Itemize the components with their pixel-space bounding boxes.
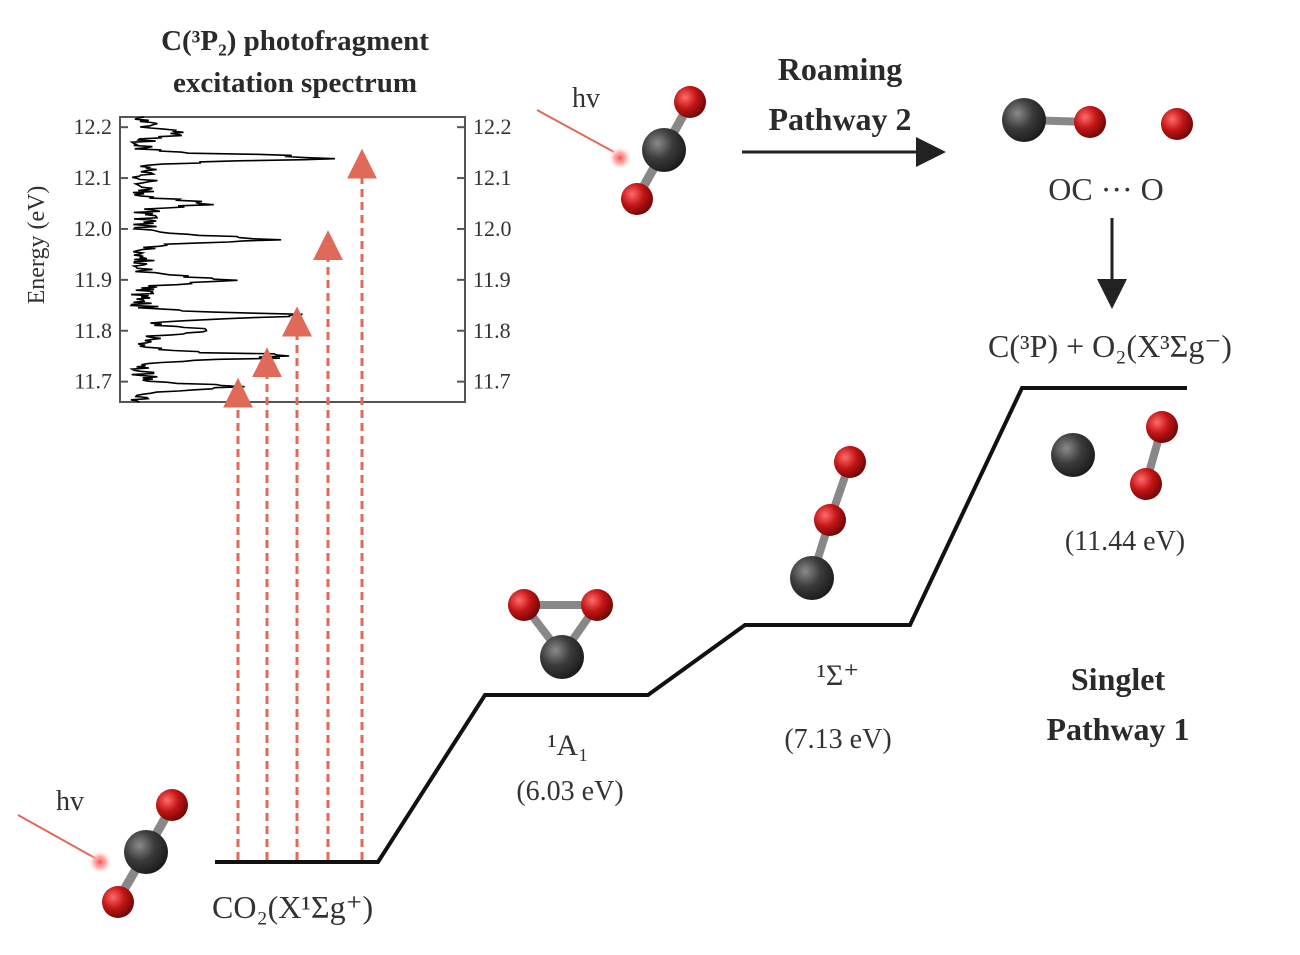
- energy-profile-line: [215, 386, 1187, 864]
- photon-beam-top: [536, 109, 615, 153]
- spectrum-right-ticks: 12.2 12.1 12.0 11.9 11.8 11.7: [457, 114, 512, 394]
- products-energy: (11.44 eV): [1065, 526, 1185, 557]
- hv-label-top: hv: [572, 83, 600, 114]
- products-molecules: [1051, 411, 1178, 500]
- products-label: C(³P) + O₂(X³Σg⁻): [988, 328, 1232, 364]
- roaming-label-line2: Pathway 2: [768, 101, 911, 137]
- singlet-label-line2: Pathway 1: [1046, 711, 1189, 747]
- tick-label-left: 11.9: [74, 267, 112, 292]
- spectrum-title-line2: excitation spectrum: [173, 67, 417, 99]
- sigma-molecule: [790, 446, 866, 600]
- state-label-sigma: ¹Σ⁺: [817, 659, 859, 692]
- tick-label-right: 11.9: [473, 267, 511, 292]
- tick-label-left: 12.2: [74, 114, 113, 139]
- photon-flash-bottom: [88, 850, 112, 874]
- oc-o-molecule: [1002, 98, 1193, 142]
- tick-label-left: 12.1: [74, 165, 113, 190]
- tick-label-left: 11.8: [74, 318, 112, 343]
- co2-ground-molecule: [102, 789, 188, 918]
- photon-flash-top: [608, 146, 632, 170]
- co2-roaming-molecule: [621, 86, 706, 215]
- roaming-intermediate-label: OC ··· O: [1048, 171, 1164, 207]
- state-label-co2: CO₂(X¹Σg⁺): [212, 889, 373, 925]
- state-label-1a1: ¹A₁: [547, 729, 588, 762]
- spectrum-frame: [119, 116, 466, 403]
- hv-label-bottom: hv: [56, 786, 84, 817]
- spectrum-left-ticks: 12.2 12.1 12.0 11.9 11.8 11.7: [74, 114, 128, 394]
- tick-label-right: 11.7: [473, 369, 511, 394]
- state-energy-1a1: (6.03 eV): [516, 776, 623, 807]
- spectrum-trace: [129, 116, 336, 403]
- tick-label-right: 11.8: [473, 318, 511, 343]
- tick-label-left: 11.7: [74, 369, 112, 394]
- tick-label-left: 12.0: [74, 216, 113, 241]
- 1a1-molecule: [508, 589, 613, 679]
- tick-label-right: 12.0: [473, 216, 512, 241]
- photon-beam-bottom: [17, 814, 96, 859]
- tick-label-right: 12.2: [473, 114, 512, 139]
- roaming-label-line1: Roaming: [778, 51, 902, 87]
- spectrum-title-line1: C(³P₂) photofragment: [161, 25, 429, 57]
- singlet-label-line1: Singlet: [1071, 661, 1166, 697]
- state-energy-sigma: (7.13 eV): [784, 724, 891, 755]
- tick-label-right: 12.1: [473, 165, 512, 190]
- excitation-arrows: [223, 148, 377, 860]
- spectrum-y-axis-label: Energy (eV): [24, 186, 50, 305]
